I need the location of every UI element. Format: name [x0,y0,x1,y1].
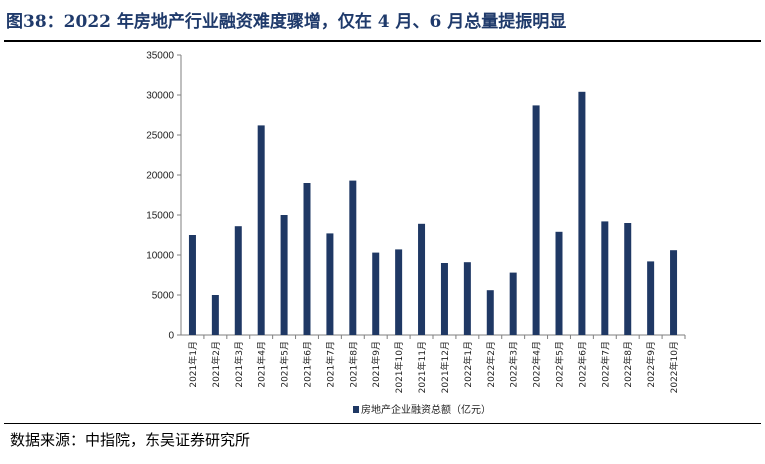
bar [280,215,288,335]
x-tick-label: 2022年9月 [645,341,657,388]
x-tick-label: 2021年5月 [279,341,291,388]
legend-swatch [353,406,359,413]
bar [303,183,311,335]
x-tick-label: 2022年6月 [576,341,588,388]
legend-label: 房地产企业融资总额（亿元） [361,403,491,416]
x-tick-label: 2022年10月 [668,341,680,393]
x-tick-label: 2021年12月 [439,341,451,393]
title-divider [4,40,761,42]
x-tick-label: 2022年4月 [531,341,543,388]
bar [463,262,471,335]
y-tick-label: 15000 [146,211,174,222]
y-tick-label: 5000 [152,291,175,302]
x-tick-label: 2021年7月 [324,341,336,388]
bar [624,223,632,335]
x-tick-label: 2022年2月 [485,341,497,388]
x-tick-label: 2022年7月 [599,341,611,388]
legend: 房地产企业融资总额（亿元） [353,403,491,416]
footer-divider [4,423,761,424]
y-axis: 0 5000 10000 15000 20000 25000 30000 35000 [146,51,182,342]
bar [532,105,540,336]
bar [647,261,655,335]
bar [257,125,265,336]
bar-chart: 0 5000 10000 15000 20000 25000 30000 35000 2021… [146,51,686,416]
bar [326,233,334,335]
bar [349,180,357,335]
bar [234,226,242,335]
bar [555,231,563,335]
y-tick-label: 35000 [146,51,174,62]
x-tick-label: 2022年1月 [462,341,474,388]
x-tick-label: 2021年9月 [370,341,382,388]
x-tick-label: 2021年6月 [302,341,314,388]
bar [509,272,517,335]
bar [188,235,196,335]
chart-title: 图38：2022 年房地产行业融资难度骤增，仅在 4 月、6 月总量提振明显 [6,12,567,32]
bar [578,91,586,335]
y-tick-label: 20000 [146,171,174,182]
bar [211,295,219,335]
bar [601,221,609,335]
x-tick-label: 2022年3月 [508,341,520,388]
x-tick-label: 2021年1月 [187,341,199,388]
y-tick-label: 10000 [146,251,174,262]
y-tick-label: 25000 [146,131,174,142]
bar [670,250,678,335]
x-tick-label: 2021年8月 [347,341,359,388]
x-axis: 2021年1月 2021年2月 2021年3月 2021年4月 2021年5月 2021年… [181,334,686,393]
x-tick-label: 2021年2月 [210,341,222,388]
x-tick-label: 2021年11月 [416,341,428,393]
bar [372,252,380,335]
bar [486,290,494,335]
x-tick-label: 2022年5月 [554,341,566,388]
data-source: 数据来源：中指院，东吴证券研究所 [10,431,251,449]
y-tick-label: 30000 [146,91,174,102]
x-tick-label: 2021年3月 [233,341,245,388]
x-tick-label: 2022年8月 [622,341,634,388]
bar [418,223,426,335]
bars [188,91,678,336]
y-tick-label: 0 [168,331,174,342]
x-tick-label: 2021年10月 [393,341,405,393]
x-tick-label: 2021年4月 [256,341,268,388]
bar [440,263,448,335]
bar [395,249,403,335]
